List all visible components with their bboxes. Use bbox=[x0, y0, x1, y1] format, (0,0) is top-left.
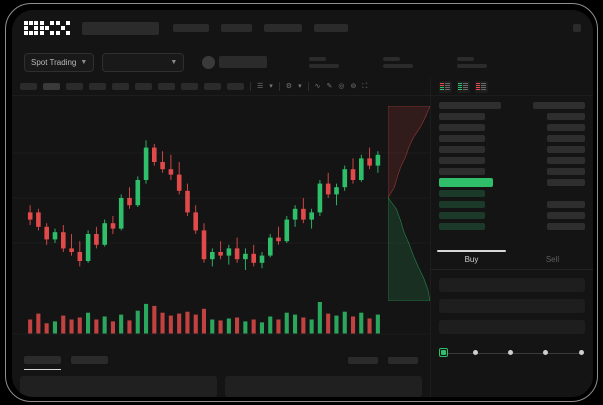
bottom-panel-1[interactable] bbox=[225, 376, 422, 397]
tab-sell[interactable]: Sell bbox=[545, 255, 560, 264]
header-nav-item-1[interactable] bbox=[221, 24, 252, 32]
toolbar-divider bbox=[278, 82, 280, 91]
search-input[interactable] bbox=[82, 21, 159, 35]
settings-icon[interactable]: ⚙ bbox=[285, 83, 293, 90]
timeframe-button-2[interactable] bbox=[66, 83, 83, 90]
toolbar-divider bbox=[307, 82, 309, 91]
timeframe-button-3[interactable] bbox=[89, 83, 106, 90]
orderbook-ask-row[interactable] bbox=[439, 135, 585, 142]
header-nav-item-3[interactable] bbox=[314, 24, 348, 32]
orderbook-rows[interactable] bbox=[431, 96, 593, 248]
chart-type-chevron-icon[interactable]: ▾ bbox=[269, 83, 273, 90]
orderbook-mode-asks-icon[interactable] bbox=[475, 80, 488, 93]
slider-step-100[interactable] bbox=[579, 350, 584, 355]
slider-step-75[interactable] bbox=[543, 350, 548, 355]
pair-name bbox=[219, 56, 268, 68]
bottom-tabs-actions bbox=[348, 356, 418, 364]
trade-side-tabs: Buy Sell bbox=[431, 250, 593, 270]
slider-handle[interactable] bbox=[439, 348, 448, 357]
orderbook-ask-row[interactable] bbox=[439, 146, 585, 153]
price-field[interactable] bbox=[439, 278, 585, 292]
market-stat-0 bbox=[309, 56, 340, 68]
market-stat-1 bbox=[383, 56, 414, 68]
orderbook-bid-row[interactable] bbox=[439, 212, 585, 219]
settings-chevron-icon[interactable]: ▾ bbox=[298, 83, 302, 90]
bottom-tabs bbox=[12, 350, 430, 370]
orderbook-display-modes bbox=[431, 78, 593, 96]
line-chart-icon[interactable]: ∿ bbox=[314, 83, 321, 90]
depth-chart-overlay bbox=[388, 106, 430, 301]
header-nav-item-0[interactable] bbox=[173, 24, 209, 32]
timeframe-button-7[interactable] bbox=[181, 83, 198, 90]
device-screen: Spot Trading ▼ ▼ bbox=[12, 10, 593, 397]
sub-header: Spot Trading ▼ ▼ bbox=[12, 46, 593, 78]
orderbook-ask-row[interactable] bbox=[439, 113, 585, 120]
orderbook-spread-row[interactable] bbox=[439, 178, 585, 187]
timeframe-button-4[interactable] bbox=[112, 83, 129, 90]
indicator-icon[interactable]: ☰ bbox=[257, 83, 264, 90]
camera-icon[interactable]: ⊚ bbox=[350, 83, 357, 90]
bottom-action-0[interactable] bbox=[348, 356, 378, 364]
orderbook-mode-bids-icon[interactable] bbox=[457, 80, 470, 93]
chevron-down-icon: ▼ bbox=[80, 58, 88, 66]
timeframe-button-8[interactable] bbox=[204, 83, 221, 90]
bottom-tab-1[interactable] bbox=[71, 356, 108, 364]
trade-form bbox=[431, 270, 593, 342]
bottom-action-1[interactable] bbox=[388, 356, 418, 364]
drawing-pencil-icon[interactable]: ✎ bbox=[326, 83, 333, 90]
candlestick-chart[interactable] bbox=[12, 96, 430, 296]
amount-slider[interactable] bbox=[439, 348, 585, 360]
header-account-icon[interactable] bbox=[573, 24, 581, 32]
slider-step-50[interactable] bbox=[508, 350, 513, 355]
slider-step-25[interactable] bbox=[473, 350, 478, 355]
orderbook-header-row bbox=[439, 102, 585, 109]
timeframe-button-9[interactable] bbox=[227, 83, 244, 90]
orderbook-ask-row[interactable] bbox=[439, 124, 585, 131]
header-nav-item-2[interactable] bbox=[264, 24, 302, 32]
magnet-icon[interactable]: ◎ bbox=[338, 83, 345, 90]
bottom-panel-0[interactable] bbox=[20, 376, 217, 397]
amount-field[interactable] bbox=[439, 299, 585, 313]
okx-logo[interactable] bbox=[24, 21, 70, 35]
orderbook-mode-both-icon[interactable] bbox=[439, 80, 452, 93]
market-type-label: Spot Trading bbox=[31, 57, 77, 67]
bottom-panels bbox=[12, 376, 430, 397]
orderbook-bid-row[interactable] bbox=[439, 190, 585, 197]
timeframe-button-6[interactable] bbox=[158, 83, 175, 90]
chart-panel[interactable] bbox=[12, 96, 430, 350]
timeframe-button-0[interactable] bbox=[20, 83, 37, 90]
device-frame: Spot Trading ▼ ▼ bbox=[5, 3, 598, 402]
pair-avatar bbox=[202, 55, 216, 69]
right-column: Buy Sell bbox=[430, 78, 593, 397]
fullscreen-icon[interactable]: ⛶ bbox=[362, 83, 368, 90]
okx-logo-glyph-k bbox=[40, 21, 54, 35]
orderbook-bid-row[interactable] bbox=[439, 201, 585, 208]
chevron-down-icon: ▼ bbox=[170, 58, 178, 66]
orderbook-ask-row[interactable] bbox=[439, 168, 585, 175]
market-stat-2 bbox=[457, 56, 488, 68]
timeframe-button-1[interactable] bbox=[43, 83, 60, 90]
tab-buy[interactable]: Buy bbox=[431, 250, 512, 269]
okx-logo-glyph-o bbox=[24, 21, 38, 35]
trading-pair-select[interactable]: ▼ bbox=[102, 52, 185, 72]
orderbook-bid-row[interactable] bbox=[439, 223, 585, 230]
orderbook-ask-row[interactable] bbox=[439, 157, 585, 164]
toolbar-divider bbox=[250, 82, 251, 91]
timeframe-button-5[interactable] bbox=[135, 83, 152, 90]
market-type-select[interactable]: Spot Trading ▼ bbox=[24, 52, 95, 72]
okx-logo-glyph-x bbox=[56, 21, 70, 35]
app-header bbox=[12, 10, 593, 46]
total-field[interactable] bbox=[439, 320, 585, 334]
chart-toolbar: ☰ ▾ ⚙ ▾ ∿ ✎ ◎ ⊚ ⛶ bbox=[12, 78, 430, 96]
volume-chart bbox=[12, 302, 430, 335]
bottom-tab-0[interactable] bbox=[24, 356, 61, 370]
